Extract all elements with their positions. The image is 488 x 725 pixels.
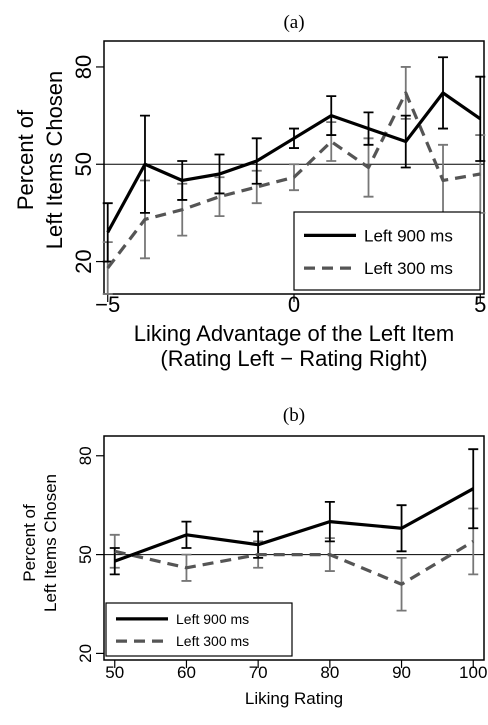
panel-a-legend-300ms-label: Left 300 ms bbox=[364, 259, 453, 278]
panel-b-series-900ms-line bbox=[114, 487, 475, 563]
panel-a-legend-900ms-label: Left 900 ms bbox=[364, 226, 453, 245]
panel-b-x-tick-label: 70 bbox=[249, 663, 268, 682]
panel-b-x-tick-label: 100 bbox=[459, 663, 487, 682]
panel-b-plot-frame bbox=[103, 435, 485, 661]
panel-a-title: (a) bbox=[283, 12, 304, 33]
panel-b-x-tick-label: 80 bbox=[320, 663, 339, 682]
panel-a-series-900ms-error-bar bbox=[475, 75, 486, 162]
panel-a-x-axis-label: Liking Advantage of the Left Item bbox=[134, 321, 454, 346]
panel-b-x-tick-label: 90 bbox=[392, 663, 411, 682]
panel-a-x-tick-label: 5 bbox=[474, 292, 486, 317]
panel-b-y-tick-label: 20 bbox=[76, 644, 95, 663]
panel-a-y-axis-label-line2: Left Items Chosen bbox=[42, 71, 67, 250]
panel-a-y-axis-label: Percent of bbox=[13, 109, 38, 210]
panel-b-x-tick-label: 50 bbox=[105, 663, 124, 682]
panel-a-x-tick-label: −5 bbox=[95, 292, 120, 317]
panel-a-x-axis-label-line2: (Rating Left − Rating Right) bbox=[160, 346, 427, 371]
panel-a-series-300ms-line bbox=[106, 91, 481, 270]
panel-b-legend-900ms-label: Left 900 ms bbox=[176, 611, 249, 627]
panel-a-legend-box bbox=[293, 211, 481, 291]
panel-b-y-axis-label-line2: Left Items Chosen bbox=[41, 474, 60, 612]
panel-a-y-tick-label: 20 bbox=[71, 249, 96, 273]
panel-b-y-axis-label: Percent of bbox=[20, 504, 39, 582]
panel-b-x-tick-label: 60 bbox=[177, 663, 196, 682]
panel-b-legend-300ms-label: Left 300 ms bbox=[176, 633, 249, 649]
panel-b-y-tick-label: 50 bbox=[76, 545, 95, 564]
panel-b-title: (b) bbox=[283, 405, 305, 426]
panel-a-y-tick-label: 80 bbox=[71, 55, 96, 79]
panel-a-x-tick-label: 0 bbox=[288, 292, 300, 317]
panel-b-y-tick-label: 80 bbox=[76, 446, 95, 465]
panel-a-y-tick-label: 50 bbox=[71, 152, 96, 176]
panel-b-x-axis-label: Liking Rating bbox=[245, 689, 343, 708]
panel-a-series-900ms-line bbox=[106, 91, 482, 234]
panel-b-series-300ms-line bbox=[114, 540, 475, 586]
panel-b-legend-box bbox=[105, 602, 293, 657]
